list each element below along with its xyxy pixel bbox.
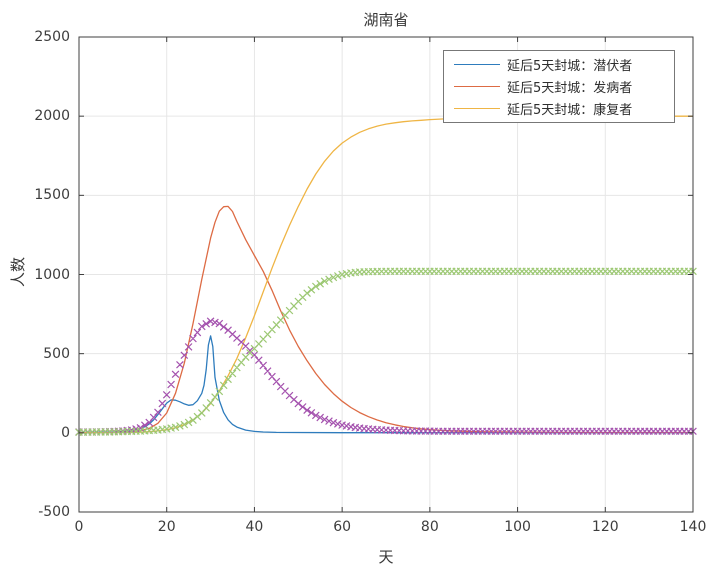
- legend-item-label: 延后5天封城：发病者: [507, 81, 633, 96]
- y-tick-label: 2500: [34, 29, 70, 45]
- y-tick-label: 2000: [34, 108, 70, 125]
- y-tick-label: 0: [61, 424, 70, 441]
- x-tick-label: 120: [591, 519, 619, 535]
- x-tick-label: 100: [504, 519, 531, 535]
- x-tick-label: 140: [679, 519, 707, 535]
- legend-item: 延后5天封城：潜伏者: [454, 54, 668, 76]
- y-tick-label: -500: [38, 504, 70, 520]
- legend-line-sample-icon: [454, 64, 500, 66]
- series-line: [79, 205, 693, 434]
- x-tick-label: 40: [245, 519, 264, 535]
- series-x-markers: [75, 317, 697, 436]
- x-axis-label: 天: [378, 548, 394, 566]
- series-x-markers: [75, 267, 697, 437]
- legend-item-label: 延后5天封城：康复者: [507, 102, 633, 118]
- x-tick-label: 60: [333, 519, 352, 535]
- x-tick-label: 0: [74, 519, 84, 535]
- legend-line-sample-icon: [454, 86, 500, 87]
- legend-item: 延后5天封城：康复者: [454, 97, 668, 119]
- legend-line-sample-icon: [454, 107, 500, 109]
- legend: 延后5天封城：潜伏者 延后5天封城：发病者 延后5天封城：康复者: [443, 50, 675, 123]
- x-tick-label: 20: [157, 519, 176, 535]
- legend-item-label: 延后5天封城：潜伏者: [507, 59, 633, 75]
- chart-title: 湖南省: [363, 11, 409, 29]
- y-tick-label: 1500: [34, 187, 70, 204]
- y-tick-label: 1000: [34, 266, 70, 283]
- legend-item: 延后5天封城：发病者: [454, 76, 668, 98]
- y-tick-label: 500: [43, 345, 70, 362]
- x-tick-label: 80: [420, 519, 439, 535]
